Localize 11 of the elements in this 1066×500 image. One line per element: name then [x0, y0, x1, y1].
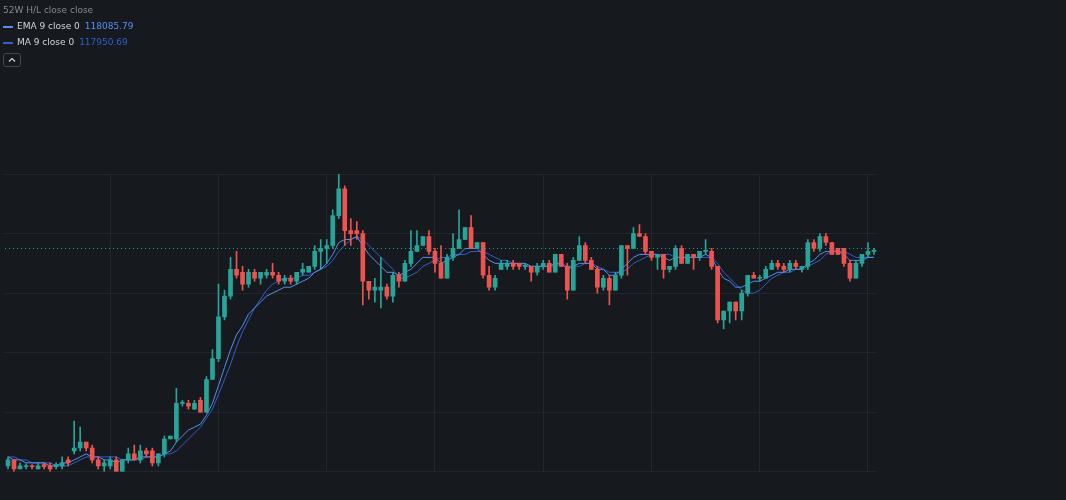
legend-label: EMA 9 close 0: [17, 21, 80, 31]
candlestick: [119, 459, 125, 472]
candlestick: [552, 254, 558, 273]
text: 52W H/L close close: [3, 4, 95, 17]
candlestick: [835, 248, 841, 255]
text: 117950.69: [79, 37, 128, 47]
legend-label: MA 9 close 0: [17, 37, 75, 47]
text: 118085.79: [84, 21, 134, 31]
candlestick: [420, 236, 426, 246]
candlestick: [829, 242, 835, 255]
candlestick: [462, 227, 468, 240]
